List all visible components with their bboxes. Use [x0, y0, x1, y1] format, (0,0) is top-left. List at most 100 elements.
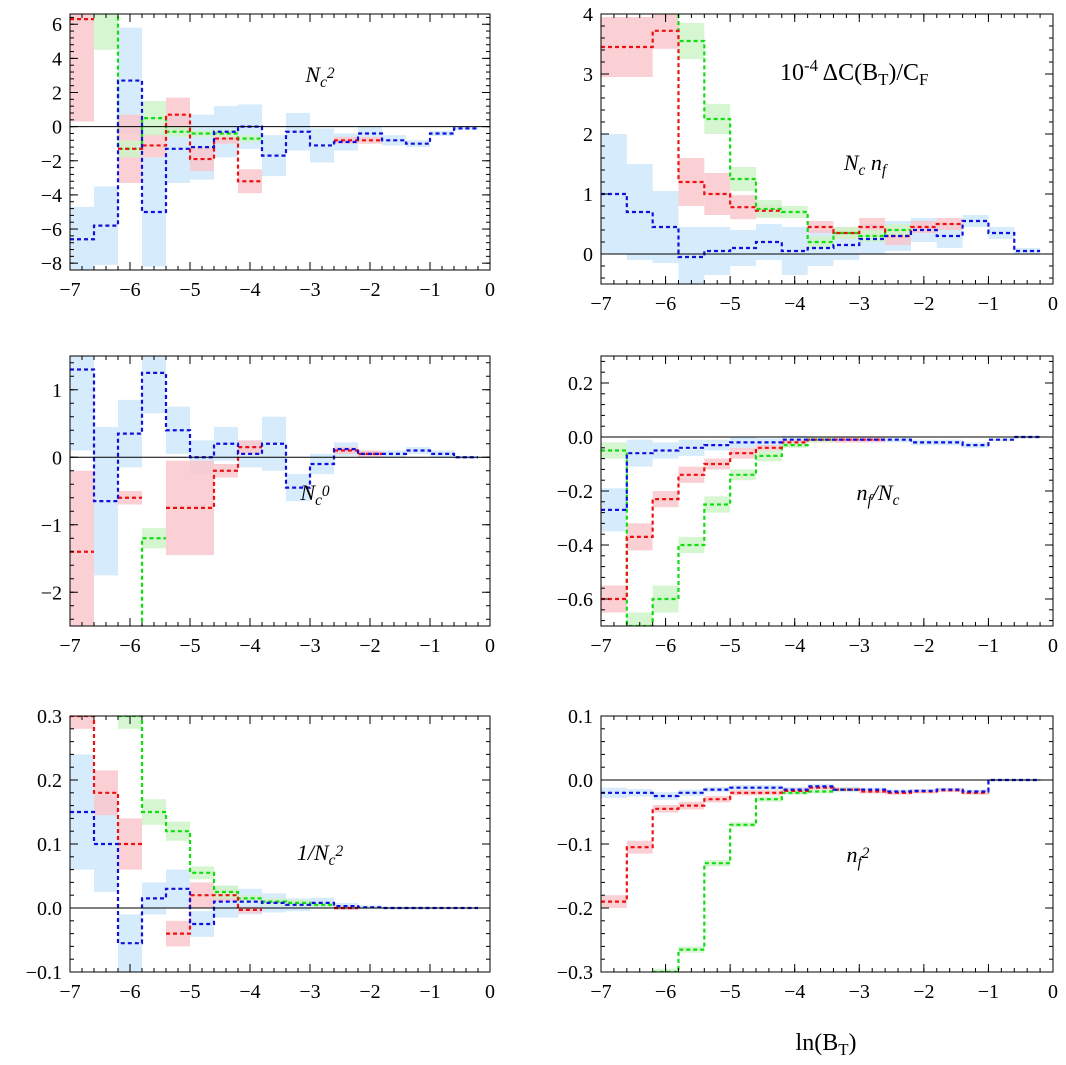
x-tick-label: −6 [655, 293, 676, 315]
y-tick-label: 0.1 [37, 834, 62, 856]
x-tick-label: −3 [299, 635, 320, 657]
x-tick-label: −1 [978, 981, 999, 1003]
blue-series-line [70, 79, 478, 241]
y-tick-label: −2 [41, 151, 62, 173]
x-tick-label: −5 [179, 635, 200, 657]
blue-series-line [70, 810, 478, 945]
green-error-band [653, 0, 679, 2]
panel-label: nf/Nc [857, 480, 900, 509]
green-error-band [730, 822, 756, 828]
plot-area-nc0 [70, 356, 478, 626]
x-tick-label: −5 [720, 635, 741, 657]
x-tick-label: −7 [590, 635, 611, 657]
blue-error-band [358, 905, 382, 910]
blue-error-band [430, 130, 454, 137]
y-tick-label: 0 [52, 117, 62, 139]
blue-series-line [601, 192, 1041, 259]
green-error-band [859, 230, 886, 242]
x-tick-label: −5 [179, 981, 200, 1003]
green-error-band [781, 790, 808, 795]
plot-area-nc2 [70, 14, 478, 270]
blue-error-band [730, 437, 756, 448]
x-tick-label: 0 [485, 635, 495, 657]
x-tick-label: −5 [720, 293, 741, 315]
y-tick-label: 0.1 [568, 706, 593, 728]
green-error-band [678, 946, 705, 953]
x-tick-label: −4 [239, 981, 260, 1003]
blue-error-band [286, 474, 310, 502]
plot-area-nc-nf [601, 0, 1041, 284]
red-error-band [704, 458, 731, 470]
x-tick-label: −7 [59, 279, 80, 301]
blue-error-band [310, 453, 334, 475]
blue-error-band [678, 789, 705, 796]
y-tick-label: −0.2 [557, 898, 593, 920]
x-tick-label: −2 [359, 279, 380, 301]
red-series-line [601, 29, 963, 238]
x-tick-label: −3 [849, 981, 870, 1003]
green-error-band [704, 860, 731, 867]
x-tick-label: −2 [913, 981, 934, 1003]
red-error-band [678, 801, 705, 810]
blue-error-band [730, 785, 756, 791]
red-error-band [730, 790, 756, 796]
x-tick-label: −1 [419, 279, 440, 301]
green-error-band [94, 14, 118, 50]
y-tick-label: 4 [583, 4, 593, 26]
blue-error-band [382, 450, 406, 458]
green-error-band [833, 787, 860, 792]
blue-error-band [988, 438, 1015, 442]
x-tick-label: −7 [590, 293, 611, 315]
x-tick-label: 0 [1048, 293, 1058, 315]
red-error-band [334, 447, 358, 454]
plot-frame [69, 355, 491, 627]
blue-error-band [755, 438, 782, 447]
plot-frame [69, 13, 491, 271]
y-tick-label: −2 [41, 582, 62, 604]
panel-nc-nf: −7 −6 −5 −4 −3 −2 −1 0 0 1 2 3 4 Nc nf [583, 0, 1058, 315]
y-tick-label: −8 [41, 253, 62, 275]
red-error-band [118, 491, 142, 505]
x-axis-title: ln(BT) [796, 1030, 857, 1059]
red-error-band [334, 136, 358, 144]
panel-label: Nc2 [304, 62, 335, 91]
green-error-band [262, 898, 286, 905]
blue-error-band [142, 356, 166, 414]
green-error-band [238, 895, 262, 902]
red-error-band [807, 785, 834, 790]
green-error-band [626, 612, 653, 626]
x-tick-label: −7 [590, 981, 611, 1003]
x-tick-label: −5 [720, 981, 741, 1003]
blue-series-line [70, 368, 478, 503]
x-tick-label: −4 [784, 293, 805, 315]
green-error-band [118, 140, 142, 158]
y-tick-label: 0.3 [37, 706, 62, 728]
blue-error-band [406, 447, 430, 454]
red-error-band [238, 906, 262, 914]
x-tick-label: −6 [655, 981, 676, 1003]
green-series-line [140, 537, 166, 626]
x-tick-label: −4 [239, 279, 260, 301]
y-tick-label: 2 [52, 83, 62, 105]
x-tick-label: −1 [419, 981, 440, 1003]
panel-label: Nc nf [843, 150, 889, 179]
y-tick-label: −0.1 [26, 962, 62, 984]
red-error-band [142, 133, 166, 158]
y-tick-label: 0 [583, 244, 593, 266]
x-tick-label: 0 [1048, 981, 1058, 1003]
x-tick-label: −5 [179, 279, 200, 301]
y-tick-label: 0.0 [37, 898, 62, 920]
green-error-band [755, 200, 782, 218]
blue-error-band [678, 439, 705, 456]
plot-area-inv-nc2 [70, 716, 478, 972]
y-tick-label: 0 [52, 447, 62, 469]
green-error-band [781, 206, 808, 218]
red-error-band [70, 716, 94, 729]
x-tick-label: −3 [299, 279, 320, 301]
blue-error-band [652, 442, 679, 459]
y-tick-label: −0.6 [557, 589, 593, 611]
y-tick-label: −0.3 [557, 962, 593, 984]
red-error-band [807, 221, 834, 233]
green-error-band [807, 789, 834, 794]
plot-area-nf2 [601, 778, 1041, 972]
